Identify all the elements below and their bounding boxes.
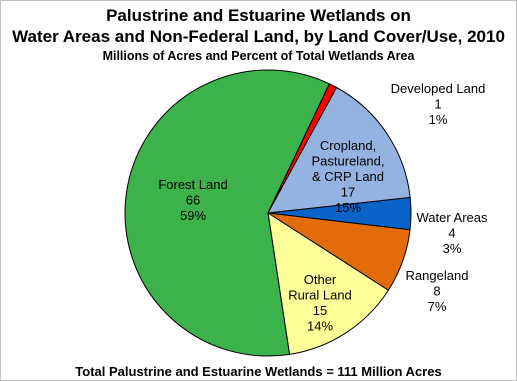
slice-label-rangeland-percent: 7% [428,299,447,314]
chart-title-line2: Water Areas and Non-Federal Land, by Lan… [12,27,505,46]
slice-label-rangeland-value: 8 [433,284,440,299]
slice-label-cropland-pastureland-crp-land-name-0: Cropland, [320,138,376,153]
slice-label-water-areas-value: 4 [448,226,455,241]
slice-label-other-rural-land-name-0: Other [304,272,337,287]
slice-label-rangeland-name-0: Rangeland [406,268,469,283]
slice-label-cropland-pastureland-crp-land-name-1: Pastureland, [312,154,385,169]
slice-label-other-rural-land-name-1: Rural Land [288,288,352,303]
pie-slice-cropland-pastureland-crp-land [267,86,411,214]
pie-slice-forest-land [124,69,331,357]
slice-label-developed-land-percent: 1% [429,112,448,127]
slice-label-cropland-pastureland-crp-land-name-2: & CRP Land [312,169,384,184]
slice-label-other-rural-land-percent: 14% [307,319,333,334]
chart-title: Palustrine and Estuarine Wetlands on [106,6,411,25]
pie-slice-other-rural-land [267,211,390,355]
slice-label-water-areas-name-0: Water Areas [416,210,488,225]
slice-label-cropland-pastureland-crp-land-value: 17 [341,185,355,200]
slice-label-other-rural-land-value: 15 [313,303,327,318]
slice-label-forest-land-percent: 59% [180,208,206,223]
slice-label-developed-land-value: 1 [434,97,441,112]
chart-subtitle: Millions of Acres and Percent of Total W… [102,49,415,63]
slice-label-developed-land-name-0: Developed Land [391,81,486,96]
slice-label-forest-land-value: 66 [186,193,200,208]
slice-label-cropland-pastureland-crp-land-percent: 15% [335,200,361,215]
slice-label-water-areas-percent: 3% [443,241,462,256]
chart-footer: Total Palustrine and Estuarine Wetlands … [75,364,442,379]
slice-label-forest-land-name-0: Forest Land [158,177,227,192]
